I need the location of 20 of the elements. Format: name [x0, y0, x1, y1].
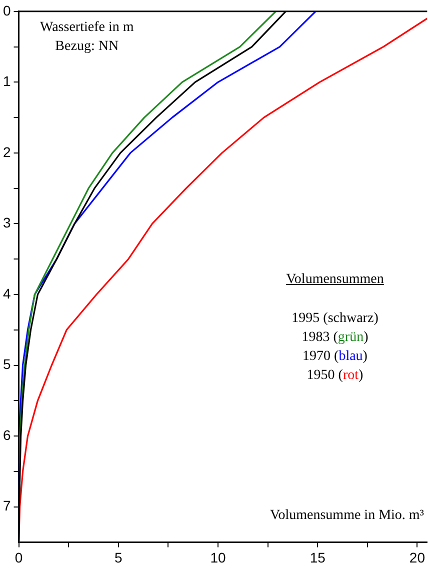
- text: 1950 (rot): [306, 367, 364, 385]
- x-tick-label: 15: [310, 549, 326, 566]
- y-axis-title: Wassertiefe in m Bezug: NN: [40, 19, 134, 56]
- x-tick-label: 20: [409, 549, 426, 566]
- x-tick-label: 10: [210, 549, 226, 566]
- x-tick-label: 0: [14, 549, 23, 566]
- x-axis-title: Volumensumme in Mio. m³: [270, 508, 424, 524]
- y-tick-label: 2: [2, 144, 11, 160]
- text: 1970 (blau): [302, 348, 368, 366]
- y-tick-label: 1: [2, 73, 11, 90]
- y-tick-label: 4: [2, 285, 11, 302]
- y-tick-label: 5: [2, 356, 11, 372]
- text: 1983 (grün): [300, 329, 370, 347]
- x-tick-label: 5: [114, 549, 122, 566]
- text: 1995 (schwarz): [290, 310, 380, 328]
- y-tick-label: 6: [2, 426, 11, 443]
- y-tick-label: 0: [2, 2, 11, 18]
- y-tick-label: 3: [2, 214, 11, 231]
- legend-title: Volumensummen: [285, 271, 385, 289]
- y-tick-label: 7: [2, 498, 11, 514]
